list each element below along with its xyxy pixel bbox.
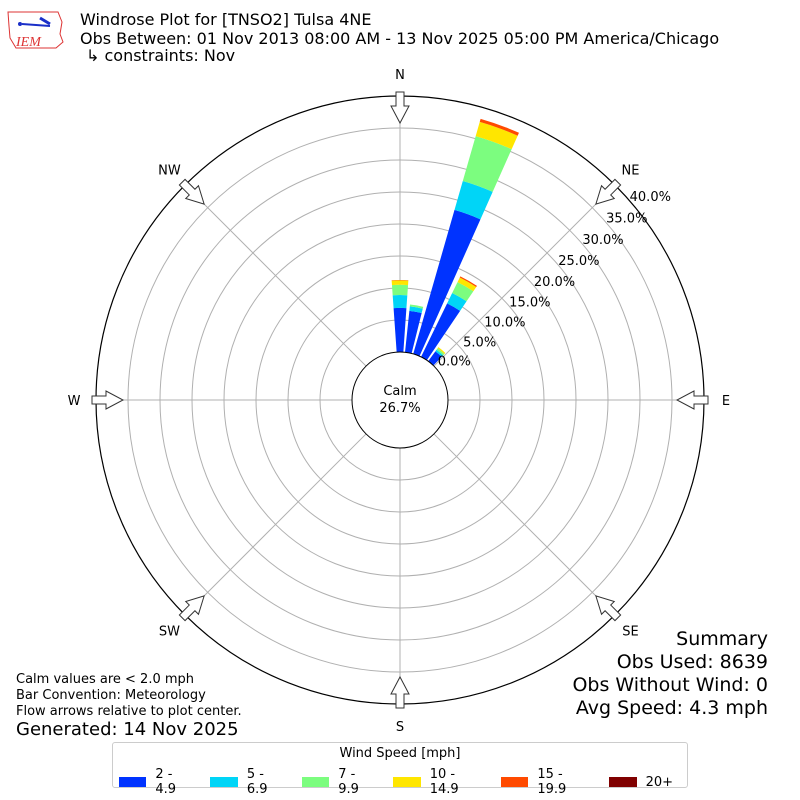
calm-note: Calm values are < 2.0 mph — [16, 672, 195, 687]
flow-arrow-icon — [595, 178, 622, 205]
calm-circle — [351, 351, 449, 449]
flow-arrow-icon — [178, 595, 205, 622]
legend-swatch — [301, 777, 330, 787]
legend-item: 10 - 14.9 — [393, 767, 487, 797]
bar-segment — [447, 293, 467, 311]
calm-label: Calm — [383, 384, 416, 399]
obs-used: Obs Used: 8639 — [616, 651, 768, 673]
bar-segment — [405, 310, 422, 354]
ring-gridline — [223, 223, 577, 577]
plot-title: Windrose Plot for [TNSO2] Tulsa 4NE — [80, 10, 372, 29]
legend-swatch — [210, 777, 238, 787]
radial-tick-label: 10.0% — [484, 316, 525, 331]
ring-gridline — [191, 191, 609, 609]
bar-segment — [409, 306, 423, 314]
bar-segment — [393, 307, 407, 353]
bar-segment — [475, 121, 518, 150]
bar-segment — [437, 347, 446, 354]
ring-gridline — [159, 159, 641, 641]
radial-tick-label: 25.0% — [558, 254, 599, 269]
legend-label: 7 - 9.9 — [338, 767, 359, 797]
bar-segment — [428, 351, 442, 366]
radial-tick-label: 5.0% — [463, 335, 496, 350]
flow-arrow-icon — [595, 595, 622, 622]
direction-label-se: SE — [622, 625, 638, 640]
legend-swatch — [393, 777, 421, 787]
flow-arrow-icon — [675, 390, 709, 410]
radial-tick-label: 0.0% — [438, 355, 471, 370]
iem-logo: IEM — [6, 8, 64, 50]
legend-swatch — [608, 777, 637, 787]
flow-note: Flow arrows relative to plot center. — [16, 704, 242, 719]
direction-label-e: E — [722, 394, 730, 409]
generated-date: Generated: 14 Nov 2025 — [16, 719, 239, 740]
legend-title: Wind Speed [mph] — [339, 746, 461, 761]
bar-segment — [409, 304, 424, 309]
bar-segment — [435, 349, 444, 357]
legend-label: 10 - 14.9 — [429, 767, 459, 797]
logo-text: IEM — [15, 35, 42, 50]
bar-segment — [391, 280, 409, 281]
bar-segment — [457, 277, 477, 292]
legend-label: 20+ — [645, 774, 674, 790]
summary-block: Summary Obs Used: 8639 Obs Without Wind:… — [572, 628, 768, 720]
direction-label-ne: NE — [622, 163, 640, 178]
bar-segment — [436, 348, 445, 356]
avg-speed: Avg Speed: 4.3 mph — [575, 697, 768, 719]
bar-segment — [459, 276, 477, 287]
legend-swatch — [119, 777, 147, 787]
legend-label: 15 - 19.9 — [537, 767, 567, 797]
legend: Wind Speed [mph] 2 - 4.9 5 - 6.9 7 - 9.9 10… — [112, 742, 688, 797]
bar-segment — [391, 284, 409, 296]
radial-tick-label: 40.0% — [630, 190, 671, 205]
bar-segment — [462, 136, 512, 192]
radial-tick-label: 30.0% — [582, 233, 623, 248]
radial-tick-label: 15.0% — [509, 295, 550, 310]
flow-arrow-icon — [91, 390, 125, 410]
legend-item: 15 - 19.9 — [500, 767, 595, 797]
obs-without-wind: Obs Without Wind: 0 — [572, 674, 768, 696]
bar-segment — [413, 209, 481, 357]
flow-arrow-icon — [178, 178, 205, 205]
direction-label-w: W — [68, 394, 81, 409]
constraints-text: ↳ constraints: Nov — [86, 46, 236, 65]
bar-segment — [479, 118, 519, 136]
bar-convention: Bar Convention: Meteorology — [16, 688, 206, 703]
ring-gridline — [255, 255, 545, 545]
direction-label-s: S — [396, 720, 404, 735]
bar-segment — [421, 303, 461, 361]
bar-segment — [452, 282, 474, 302]
legend-item: 5 - 6.9 — [210, 767, 287, 797]
calm-value: 26.7% — [379, 401, 420, 416]
legend-item: 7 - 9.9 — [301, 767, 379, 797]
legend-label: 5 - 6.9 — [246, 767, 268, 797]
legend-label: 2 - 4.9 — [155, 767, 177, 797]
legend-swatch — [500, 777, 529, 787]
summary-title: Summary — [676, 628, 768, 650]
legend-item: 20+ — [608, 767, 674, 797]
bar-segment — [391, 280, 409, 286]
direction-label-n: N — [395, 68, 405, 83]
ring-gridline — [127, 127, 673, 673]
flow-arrow-icon — [390, 91, 410, 125]
plot-subtitle: Obs Between: 01 Nov 2013 08:00 AM - 13 N… — [80, 29, 720, 48]
bar-segment — [454, 180, 493, 220]
direction-label-sw: SW — [159, 625, 180, 640]
legend-item: 2 - 4.9 — [119, 767, 196, 797]
flow-arrow-icon — [390, 675, 410, 709]
direction-label-nw: NW — [158, 163, 181, 178]
radial-tick-label: 35.0% — [606, 212, 647, 227]
bar-segment — [392, 295, 408, 309]
radial-tick-label: 20.0% — [534, 275, 575, 290]
